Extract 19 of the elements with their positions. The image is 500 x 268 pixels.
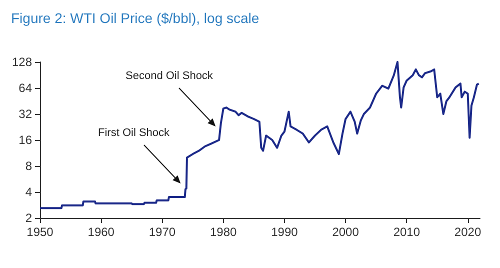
y-tick-label: 32 — [18, 107, 32, 121]
x-tick-label: 2000 — [332, 225, 360, 239]
y-tick-label: 128 — [12, 55, 32, 69]
x-tick-label: 2020 — [454, 225, 482, 239]
line-series — [39, 61, 480, 210]
x-tick-label: 1970 — [148, 225, 176, 239]
annotation: First Oil Shock — [98, 127, 170, 139]
chart-title: Figure 2: WTI Oil Price ($/bbl), log scale — [11, 10, 260, 26]
y-tick-label: 8 — [25, 159, 32, 173]
y-tick-label: 4 — [25, 185, 32, 199]
y-tick-label: 64 — [18, 81, 32, 95]
x-tick-label: 1950 — [26, 225, 54, 239]
y-tick-label: 16 — [18, 133, 32, 147]
x-tick-label: 1980 — [210, 225, 238, 239]
x-tick-label: 1960 — [88, 225, 115, 239]
y-tick-label: 2 — [25, 211, 32, 225]
x-tick-label: 2010 — [393, 225, 420, 239]
x-tick-label: 1990 — [271, 225, 298, 239]
annotation: Second Oil Shock — [126, 70, 213, 82]
